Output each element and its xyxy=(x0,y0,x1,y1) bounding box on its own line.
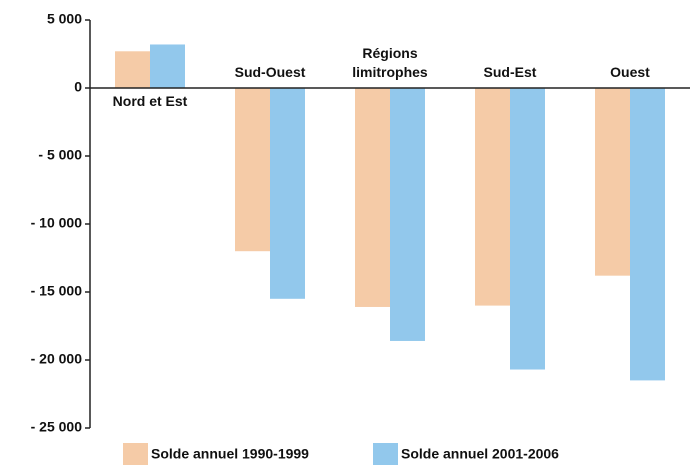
bar xyxy=(390,88,425,341)
y-tick-label: - 5 000 xyxy=(38,147,82,163)
bar xyxy=(235,88,270,252)
y-tick-label: - 20 000 xyxy=(31,351,83,367)
bar xyxy=(510,88,545,370)
legend-label: Solde annuel 1990-1999 xyxy=(151,446,309,462)
legend-label: Solde annuel 2001-2006 xyxy=(401,446,559,462)
y-tick-label: 5 000 xyxy=(47,11,82,27)
bar xyxy=(115,51,150,88)
bar xyxy=(475,88,510,306)
y-tick-label: 0 xyxy=(74,79,82,95)
legend-swatch xyxy=(373,443,398,465)
bar xyxy=(355,88,390,307)
y-tick-label: - 15 000 xyxy=(31,283,83,299)
bar xyxy=(270,88,305,299)
bar xyxy=(595,88,630,276)
category-label: Sud-Ouest xyxy=(234,64,306,80)
category-label: Régions limitrophes xyxy=(352,45,428,80)
category-label: Ouest xyxy=(610,64,650,80)
legend-swatch xyxy=(123,443,148,465)
bar xyxy=(630,88,665,381)
bar xyxy=(150,44,185,88)
category-label: Sud-Est xyxy=(483,64,537,80)
category-label: Nord et Est xyxy=(112,93,188,109)
y-tick-label: - 10 000 xyxy=(31,215,83,231)
y-tick-label: - 25 000 xyxy=(31,419,83,435)
